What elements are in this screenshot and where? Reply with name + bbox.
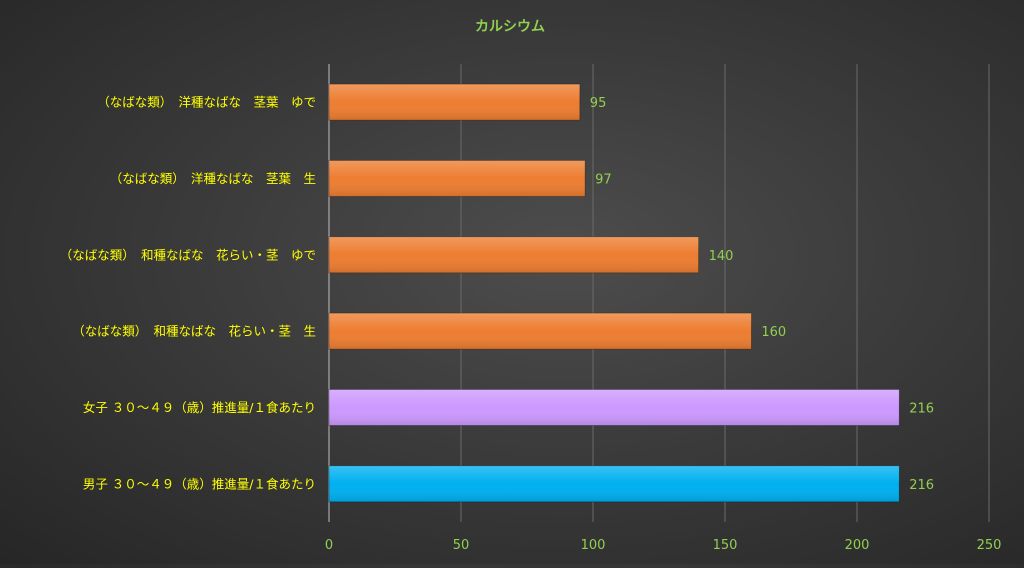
bar-shading [329,236,699,273]
x-tick-label: 200 [845,538,870,553]
x-tick-label: 50 [453,538,470,553]
bar-shading [329,465,900,502]
category-label: （なばな類） 洋種なばな 茎葉 ゆで [97,95,316,110]
data-label: 216 [909,402,934,417]
category-label: （なばな類） 和種なばな 花らい・茎 生 [72,324,316,339]
x-tick-label: 250 [977,538,1002,553]
data-label: 97 [595,173,612,188]
x-tick-label: 150 [713,538,738,553]
category-label: 女子 ３０～４９（歳）推進量/１食あたり [83,400,316,415]
bar-shading [329,313,752,350]
chart-title: カルシウム [475,19,545,35]
x-tick-label: 100 [581,538,606,553]
bars [328,83,900,503]
category-label: （なばな類） 洋種なばな 茎葉 生 [110,171,316,186]
data-label: 216 [909,478,934,493]
category-label: （なばな類） 和種なばな 花らい・茎 ゆで [60,247,316,262]
category-label: 男子 ３０～４９（歳）推進量/１食あたり [83,476,316,491]
bar-shading [329,84,580,121]
data-label: 140 [709,249,734,264]
labels: 0 50 100 150 200 250 （なばな類） 洋種なばな 茎葉 ゆで 95 （なばな類… [60,95,1002,553]
gridlines [328,64,990,522]
data-label: 160 [761,325,786,340]
bar-shading [329,160,586,197]
data-label: 95 [590,96,607,111]
bar-shading [329,389,900,426]
x-tick-label: 0 [325,538,333,553]
